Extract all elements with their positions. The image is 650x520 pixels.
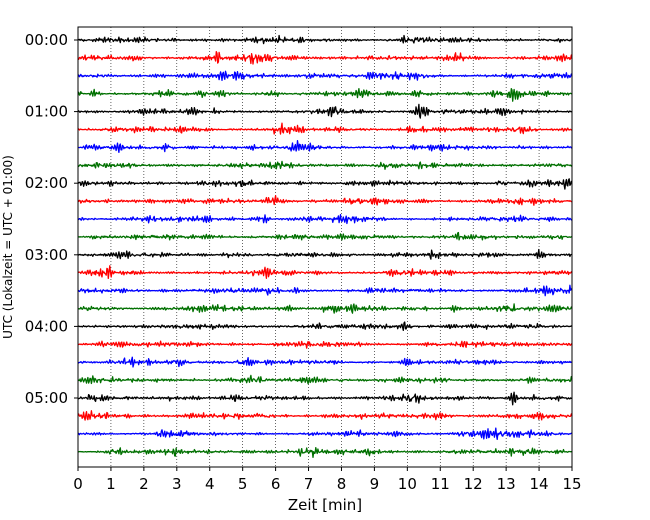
x-tick-label: 1	[106, 475, 116, 493]
trace-05:45	[77, 446, 572, 459]
trace-03:30	[77, 284, 573, 297]
trace-00:00	[77, 34, 573, 45]
x-tick-label: 4	[205, 475, 215, 493]
y-tick-label: 01:00	[25, 103, 68, 121]
x-tick-label: 15	[562, 475, 581, 493]
y-tick-label: 04:00	[25, 317, 68, 335]
x-tick-label: 8	[337, 475, 347, 493]
trace-01:00	[77, 103, 573, 119]
trace-00:45	[77, 88, 572, 102]
x-tick-label: 7	[304, 475, 314, 493]
trace-04:45	[77, 374, 573, 385]
x-tick-label: 11	[431, 475, 450, 493]
trace-04:30	[77, 356, 573, 368]
trace-02:15	[77, 194, 573, 206]
trace-00:15	[77, 50, 573, 65]
y-axis-label: UTC (Lokalzeit = UTC + 01:00)	[1, 155, 15, 339]
trace-02:45	[77, 231, 572, 241]
x-tick-label: 6	[271, 475, 281, 493]
x-tick-label: 5	[238, 475, 248, 493]
trace-04:15	[77, 340, 573, 349]
x-tick-label: 14	[530, 475, 549, 493]
trace-05:00	[77, 391, 573, 406]
x-tick-label: 3	[172, 475, 182, 493]
trace-03:00	[77, 248, 573, 260]
trace-04:00	[77, 321, 573, 332]
y-axis: 00:00 01:00 02:00 03:00 04:00 05:00	[25, 31, 78, 407]
minute-grid	[110, 27, 540, 467]
y-tick-label: 05:00	[25, 389, 68, 407]
trace-03:15	[77, 265, 573, 280]
x-axis-label: Zeit [min]	[288, 496, 362, 514]
x-tick-label: 2	[139, 475, 149, 493]
trace-05:30	[77, 427, 573, 441]
y-tick-label: 00:00	[25, 31, 68, 49]
x-axis: 0 1 2 3 4 5 6 7 8 9 10 11 12 13 14 15	[73, 467, 582, 493]
trace-03:45	[77, 303, 573, 314]
trace-01:30	[77, 140, 573, 154]
x-tick-label: 12	[464, 475, 483, 493]
x-tick-label: 10	[398, 475, 417, 493]
seismogram-traces	[77, 34, 573, 459]
plot-frame	[77, 26, 573, 468]
x-tick-label: 13	[497, 475, 516, 493]
trace-00:30	[77, 70, 573, 82]
trace-05:15	[77, 410, 573, 421]
trace-02:30	[77, 214, 573, 225]
x-tick-label: 0	[73, 475, 83, 493]
trace-01:15	[77, 122, 573, 135]
y-tick-label: 02:00	[25, 174, 68, 192]
trace-02:00	[77, 178, 573, 190]
y-tick-label: 03:00	[25, 246, 68, 264]
x-tick-label: 9	[370, 475, 380, 493]
trace-01:45	[77, 160, 573, 170]
